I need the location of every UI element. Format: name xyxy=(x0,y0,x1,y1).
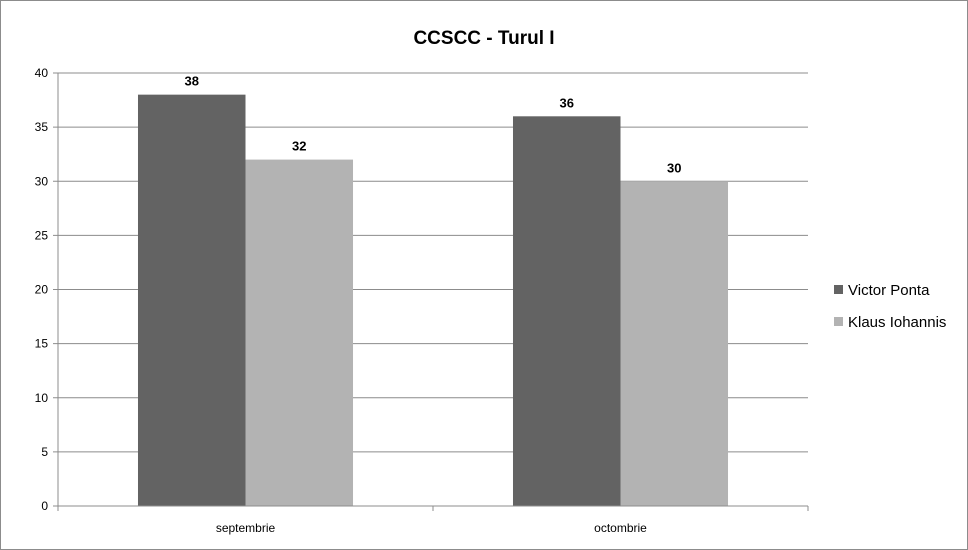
y-tick-label: 15 xyxy=(35,337,49,351)
y-tick-label: 20 xyxy=(35,283,49,297)
legend-swatch xyxy=(834,317,843,326)
y-tick-label: 30 xyxy=(35,174,49,188)
bar-victor-ponta xyxy=(512,116,621,507)
axes: 0 5 10 15 20 25 30 35 40 septembrie octombrie xyxy=(35,66,809,535)
legend: Victor Ponta Klaus Iohannis xyxy=(834,282,946,331)
data-label: 38 xyxy=(185,74,199,89)
y-tick-label: 35 xyxy=(35,120,49,134)
y-tick-label: 5 xyxy=(41,445,48,459)
y-tick-label: 10 xyxy=(35,391,49,405)
legend-label: Klaus Iohannis xyxy=(848,314,946,331)
x-tick-label: septembrie xyxy=(216,521,276,535)
y-tick-label: 40 xyxy=(35,66,49,80)
bar-klaus-iohannis xyxy=(620,181,729,506)
bar-klaus-iohannis xyxy=(245,159,354,506)
data-label: 32 xyxy=(292,139,306,154)
legend-swatch xyxy=(834,285,843,294)
y-tick-label: 0 xyxy=(41,499,48,513)
chart-title: CCSCC - Turul I xyxy=(413,28,554,49)
bars: 38 32 36 30 xyxy=(137,74,729,507)
bar-victor-ponta xyxy=(137,94,246,507)
data-label: 36 xyxy=(560,95,574,110)
x-tick-label: octombrie xyxy=(594,521,647,535)
y-tick-label: 25 xyxy=(35,228,49,242)
data-label: 30 xyxy=(667,160,681,175)
legend-label: Victor Ponta xyxy=(848,282,930,299)
